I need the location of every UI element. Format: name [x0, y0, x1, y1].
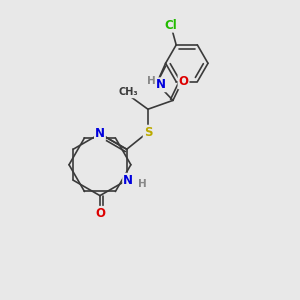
Text: H: H — [147, 76, 156, 86]
Text: H: H — [138, 179, 146, 189]
Text: N: N — [156, 78, 166, 91]
Text: O: O — [178, 75, 188, 88]
Text: CH₃: CH₃ — [118, 87, 138, 98]
Text: S: S — [144, 126, 152, 139]
Text: N: N — [123, 174, 133, 187]
Text: N: N — [95, 127, 105, 140]
Text: Cl: Cl — [164, 19, 177, 32]
Text: O: O — [95, 207, 105, 220]
